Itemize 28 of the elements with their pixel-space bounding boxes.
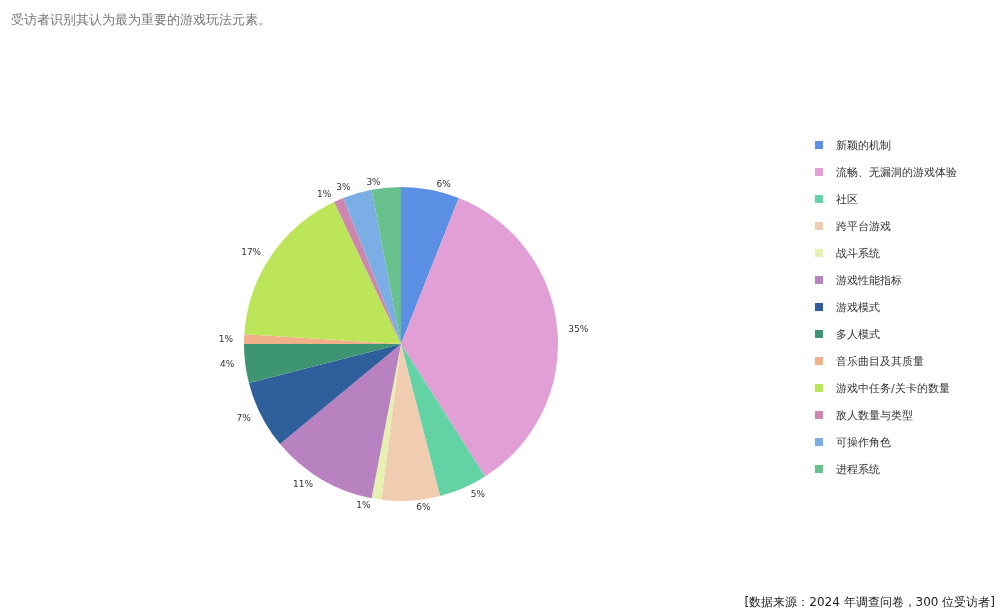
legend-label: 可操作角色 [836,435,891,449]
data-label: 6% [416,501,431,512]
legend-label: 战斗系统 [836,246,880,260]
legend-label: 音乐曲目及其质量 [836,354,924,368]
legend-label: 游戏模式 [836,300,880,314]
data-label: 6% [436,178,452,189]
data-label: 35% [568,323,589,334]
data-label: 1% [218,333,234,344]
legend-label: 游戏性能指标 [836,273,902,287]
data-label: 11% [293,479,314,490]
data-label: 4% [220,359,235,370]
data-label: 7% [236,413,252,423]
legend-label: 新颖的机制 [836,138,891,152]
data-label: 3% [366,176,382,187]
legend-label: 游戏中任务/关卡的数量 [836,381,950,395]
data-label: 1% [316,189,332,200]
chart-title: 受访者识别其认为最为重要的游戏玩法元素。 [11,12,271,27]
legend-label: 进程系统 [836,462,880,476]
legend-label: 社区 [836,192,858,206]
legend-label: 跨平台游戏 [836,219,891,233]
data-label: 3% [336,182,351,193]
data-label: 1% [356,499,371,510]
legend-label: 流畅、无漏洞的游戏体验 [836,165,957,179]
legend-label: 敌人数量与类型 [836,408,913,422]
text: [数据来源：2024 年调查问卷，300 位受访者] [744,595,995,609]
data-label: 5% [470,488,486,499]
legend-label: 多人模式 [836,327,880,341]
data-label: 17% [241,247,262,258]
